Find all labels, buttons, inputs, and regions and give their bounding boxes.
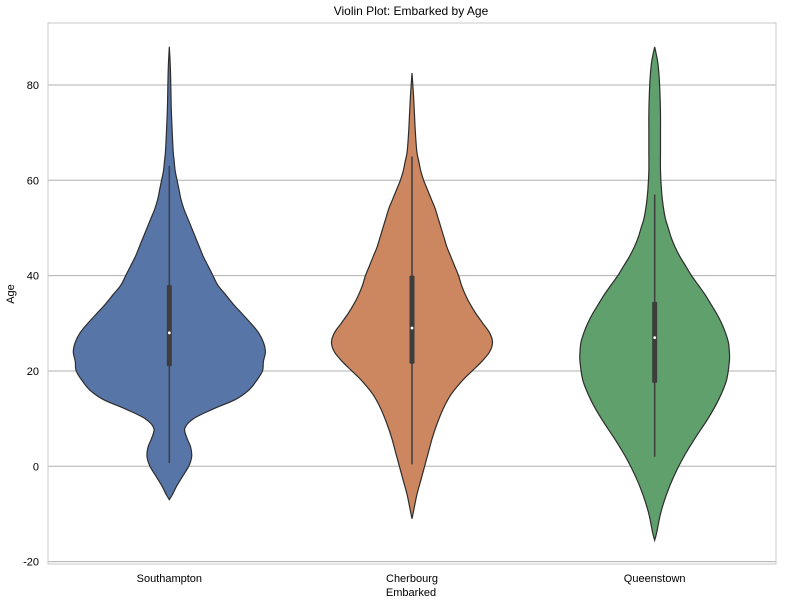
y-axis-label: Age	[5, 284, 17, 304]
y-tick-labels: -20 0 20 40 60 80	[23, 80, 39, 569]
y-tick-label: 20	[27, 366, 39, 378]
y-tick-label: 80	[27, 80, 39, 92]
chart-title: Violin Plot: Embarked by Age	[334, 4, 489, 18]
quartile-box	[166, 285, 172, 367]
x-tick-label: Cherbourg	[386, 573, 438, 585]
median-point	[167, 331, 171, 335]
median-point	[410, 326, 414, 330]
y-tick-label: 0	[33, 461, 39, 473]
violins	[72, 46, 731, 543]
quartile-box	[409, 275, 415, 364]
y-tick-label: 40	[27, 271, 39, 283]
x-axis-label: Embarked	[386, 587, 436, 599]
x-tick-labels: Southampton Cherbourg Queenstown	[137, 573, 686, 585]
x-tick-label: Southampton	[137, 573, 202, 585]
y-tick-label: 60	[27, 175, 39, 187]
quartile-box	[652, 301, 658, 383]
x-tick-label: Queenstown	[624, 573, 686, 585]
median-point	[653, 336, 657, 339]
y-tick-label: -20	[23, 557, 39, 569]
plot-frame	[47, 22, 777, 565]
